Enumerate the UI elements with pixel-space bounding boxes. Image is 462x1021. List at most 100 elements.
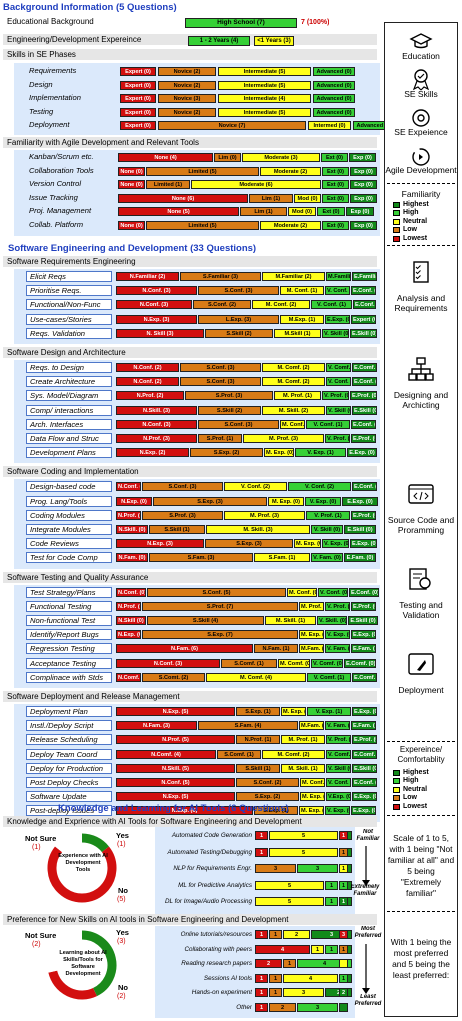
right-icon-wrap	[385, 259, 457, 289]
row-label: Code Reviews	[26, 538, 112, 550]
scale-tick: 1	[339, 864, 348, 873]
fam-bar: Limited (1)	[146, 180, 190, 190]
response-bar: M. Exp. (0)	[300, 792, 325, 802]
response-bar: N.Comf. (0)	[116, 672, 141, 682]
legend-label: High	[403, 209, 419, 217]
scale-bar: 3	[297, 864, 338, 873]
donut-no-val: (2)	[117, 993, 126, 1000]
scale-label: Automated Testing/Debugging	[167, 848, 253, 856]
fam-bar: Lim (1)	[249, 193, 293, 203]
scale-bar: 1	[255, 847, 268, 857]
fam-bar: None (0)	[118, 166, 145, 176]
legend-label: Lowest	[403, 802, 428, 810]
response-bar: M. Skill. (1)	[281, 763, 325, 773]
skill-bar: Novice (2)	[158, 107, 216, 117]
scale-note: Scale of 1 to 5, with 1 being "Not famil…	[387, 833, 455, 898]
group-title: Software Coding and Implementation	[3, 466, 377, 478]
skill-label: Design	[29, 79, 53, 89]
response-bar: N.Conf. (2)	[116, 363, 179, 372]
fam-bar: Exp (0)	[350, 221, 377, 230]
fam-label: Collaboration Tools	[29, 165, 94, 175]
response-bar: S.Fam. (1)	[254, 553, 310, 563]
response-bar: E.Conf. (0)	[349, 587, 379, 597]
legend-label: Neutral	[403, 785, 428, 793]
row-label: Sys. Model/Diagram	[26, 390, 112, 402]
fam-label: Proj. Management	[29, 206, 92, 216]
response-bar: S.Fam. (3)	[149, 553, 253, 563]
legend-label: Highest	[403, 769, 429, 776]
scale-bar: 1	[269, 930, 282, 939]
legend-swatch	[393, 235, 400, 242]
divider	[387, 911, 455, 912]
response-bar: V. Conf. (0)	[325, 286, 350, 296]
response-bar: V. Prof. (0)	[326, 735, 351, 745]
donut-no-val: (5)	[117, 896, 126, 903]
response-bar: V. Fam. (0)	[325, 721, 350, 731]
response-bar: E.Fam. (0)	[351, 644, 376, 654]
skill-bar: Intermediate (5)	[218, 67, 311, 76]
response-bar: V. Conf. (2)	[224, 482, 287, 492]
legend-swatch	[393, 202, 400, 208]
response-bar: S.Prof. (3)	[142, 510, 223, 520]
comfort-legend-title: Expereince/ Comfortablity	[397, 745, 445, 764]
response-bar: S.Exp. (2)	[190, 448, 263, 458]
response-bar: N.Prof. (0)	[116, 510, 141, 520]
legend-panel: Education SE Skills SE Expeience Agile Deve…	[384, 22, 458, 1017]
fam-bar: Exp (0)	[350, 180, 377, 190]
requirements-icon	[413, 261, 429, 283]
response-bar: N.Skill. (3)	[116, 405, 197, 415]
response-bar: E.Comf. (0)	[352, 749, 377, 759]
response-bar: M. Skill. (2)	[262, 405, 325, 415]
row-label: Development Plans	[26, 447, 112, 459]
response-bar: M. Comf. (2)	[262, 749, 325, 759]
response-bar: S.Prof. (3)	[185, 391, 273, 401]
skill-bar: Novice (3)	[158, 94, 216, 103]
scale-tick: 1	[339, 880, 348, 890]
divider	[387, 245, 455, 246]
response-bar: M.Familiar (0)	[326, 272, 351, 281]
response-bar: L.Exp. (3)	[198, 314, 279, 324]
donut-yes: Yes	[116, 928, 129, 937]
fam-bar: Exp (0)	[350, 193, 377, 203]
row-label: Complinace with Stds	[26, 671, 112, 683]
fam-label: Kanban/Scrum etc.	[29, 152, 94, 161]
row-label: Prog. Lang/Tools	[26, 495, 112, 507]
response-bar: M. Exp. (0)	[281, 707, 306, 716]
right-icon-label: Source Code and Proramming	[387, 515, 455, 535]
scale-label: NLP for Requirements Engr.	[173, 865, 252, 872]
response-bar: N. Skill (3)	[116, 328, 204, 338]
response-bar: S.Conf. (5)	[147, 587, 286, 597]
scale-label: Online tutorials/resources	[180, 931, 252, 938]
right-icon-wrap	[385, 29, 457, 53]
response-bar: N.Exp. (0)	[116, 496, 152, 506]
scale-tick	[339, 959, 348, 969]
legend-swatch	[393, 786, 400, 793]
legend-swatch	[393, 210, 400, 217]
row-label: Data Flow and Struc	[26, 433, 112, 444]
skill-bar: Advanced (0)	[313, 94, 355, 103]
response-bar: M.Familiar (2)	[262, 272, 325, 281]
skill-bar: Novice (2)	[158, 67, 216, 76]
response-bar: V. Fam. (0)	[325, 644, 350, 654]
skill-bar: Intermed (0)	[308, 121, 351, 130]
row-label: Acceptance Testing	[26, 657, 112, 669]
response-bar: E.Exp. (0)	[342, 496, 378, 506]
response-bar: E.Skill (0)	[348, 616, 378, 625]
scale-bar: 1	[325, 897, 338, 906]
legend-label: High	[403, 777, 419, 785]
response-bar: V. Exp. (0)	[325, 806, 350, 816]
response-bar: V. Exp. (0)	[322, 539, 349, 549]
section-title-background: Background Information (5 Questions)	[3, 2, 177, 13]
scale-bar: 4	[283, 973, 338, 983]
response-bar: N.Exp. (3)	[116, 539, 204, 549]
response-bar: E.Comf. (0)	[344, 658, 376, 668]
skill-bar: Expert (0)	[120, 80, 156, 90]
response-bar: M. Skill. (3)	[206, 525, 310, 534]
donut-center: Learning about AI Skills/Tools for Softw…	[59, 950, 107, 977]
response-bar: E.Conf. (0)	[352, 377, 377, 387]
response-bar: V. Prof. (0)	[325, 601, 350, 611]
scale-bar: 5	[255, 880, 324, 890]
response-bar: S.Skill (1)	[149, 525, 205, 534]
response-bar: M. Exp. (0)	[299, 806, 324, 816]
response-bar: E.Prof. (0)	[352, 735, 377, 745]
